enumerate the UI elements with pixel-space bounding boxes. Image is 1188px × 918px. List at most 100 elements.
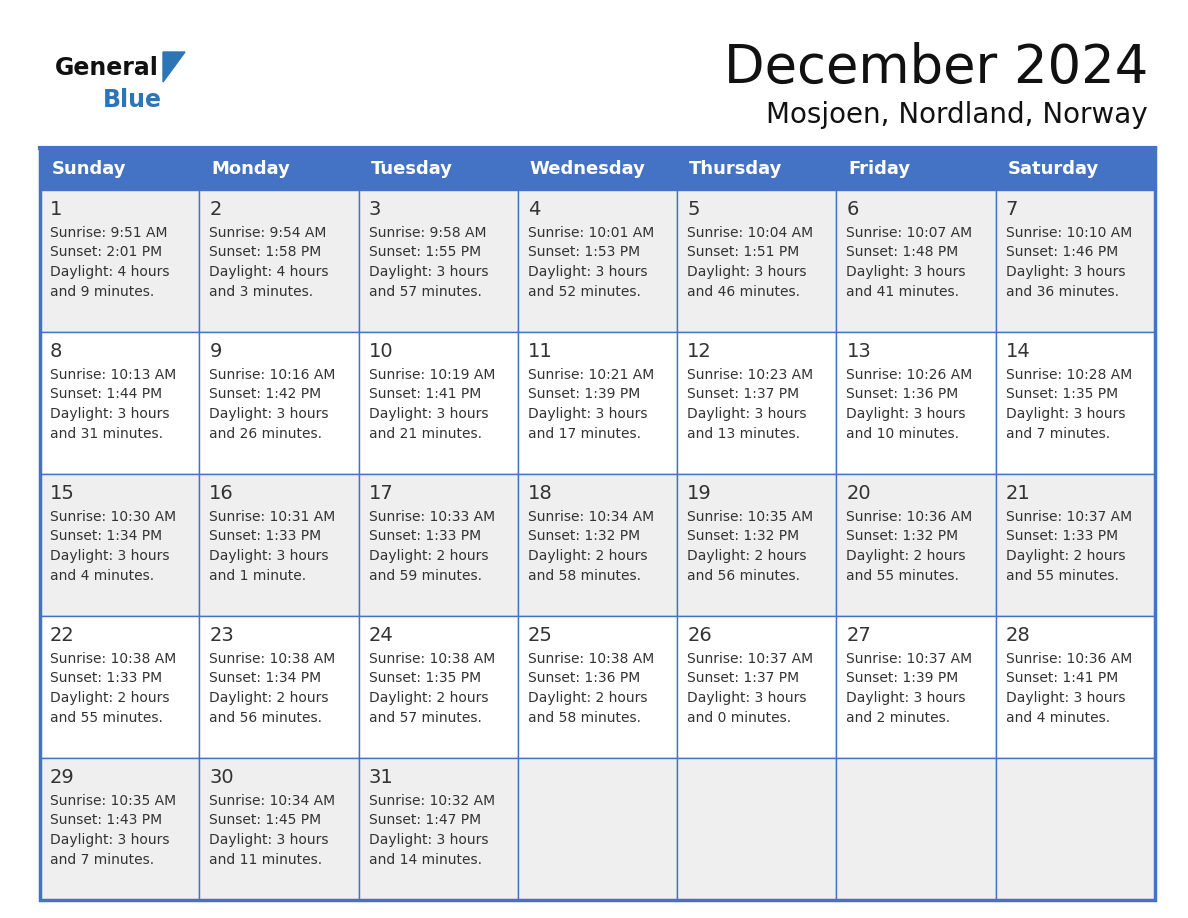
Text: Sunrise: 10:30 AM: Sunrise: 10:30 AM	[50, 510, 176, 524]
Bar	[518, 474, 677, 616]
Text: and 56 minutes.: and 56 minutes.	[209, 711, 322, 724]
Text: Sunset: 1:48 PM: Sunset: 1:48 PM	[846, 245, 959, 260]
Text: Sunrise: 10:35 AM: Sunrise: 10:35 AM	[50, 794, 176, 808]
Text: 8: 8	[50, 342, 63, 361]
Bar	[996, 148, 1155, 190]
Text: Daylight: 2 hours: Daylight: 2 hours	[687, 549, 807, 563]
Text: Sunset: 1:42 PM: Sunset: 1:42 PM	[209, 387, 322, 401]
Text: and 21 minutes.: and 21 minutes.	[368, 427, 481, 441]
Text: Sunset: 1:39 PM: Sunset: 1:39 PM	[846, 671, 959, 686]
Text: and 7 minutes.: and 7 minutes.	[1006, 427, 1110, 441]
Text: Daylight: 2 hours: Daylight: 2 hours	[527, 691, 647, 705]
Bar	[836, 148, 996, 190]
Bar	[518, 758, 677, 900]
Text: Sunrise: 9:54 AM: Sunrise: 9:54 AM	[209, 226, 327, 240]
Bar	[359, 474, 518, 616]
Text: Daylight: 3 hours: Daylight: 3 hours	[368, 265, 488, 279]
Text: 22: 22	[50, 626, 75, 645]
Text: Daylight: 2 hours: Daylight: 2 hours	[527, 549, 647, 563]
Bar	[359, 758, 518, 900]
Text: Daylight: 3 hours: Daylight: 3 hours	[1006, 265, 1125, 279]
Text: Sunrise: 10:34 AM: Sunrise: 10:34 AM	[209, 794, 335, 808]
Text: and 58 minutes.: and 58 minutes.	[527, 711, 640, 724]
Text: Sunrise: 10:36 AM: Sunrise: 10:36 AM	[846, 510, 973, 524]
Text: Sunset: 1:45 PM: Sunset: 1:45 PM	[209, 813, 322, 827]
Bar	[200, 332, 359, 474]
Text: Sunset: 1:41 PM: Sunset: 1:41 PM	[368, 387, 481, 401]
Text: Sunrise: 10:38 AM: Sunrise: 10:38 AM	[209, 652, 335, 666]
Bar	[200, 190, 359, 332]
Bar	[200, 474, 359, 616]
Text: Sunset: 1:43 PM: Sunset: 1:43 PM	[50, 813, 162, 827]
Bar	[996, 616, 1155, 758]
Text: Daylight: 4 hours: Daylight: 4 hours	[209, 265, 329, 279]
Text: 14: 14	[1006, 342, 1030, 361]
Text: Sunset: 1:32 PM: Sunset: 1:32 PM	[687, 530, 800, 543]
Text: Mosjoen, Nordland, Norway: Mosjoen, Nordland, Norway	[766, 101, 1148, 129]
Text: General: General	[55, 56, 159, 80]
Text: Sunset: 1:33 PM: Sunset: 1:33 PM	[368, 530, 481, 543]
Text: Sunrise: 10:37 AM: Sunrise: 10:37 AM	[846, 652, 973, 666]
Text: Sunrise: 10:38 AM: Sunrise: 10:38 AM	[527, 652, 655, 666]
Text: Sunrise: 10:37 AM: Sunrise: 10:37 AM	[687, 652, 814, 666]
Text: and 17 minutes.: and 17 minutes.	[527, 427, 640, 441]
Text: and 2 minutes.: and 2 minutes.	[846, 711, 950, 724]
Text: and 7 minutes.: and 7 minutes.	[50, 853, 154, 867]
Text: Daylight: 4 hours: Daylight: 4 hours	[50, 265, 170, 279]
Text: Sunrise: 10:04 AM: Sunrise: 10:04 AM	[687, 226, 814, 240]
Text: Sunrise: 10:21 AM: Sunrise: 10:21 AM	[527, 368, 655, 382]
Text: 7: 7	[1006, 200, 1018, 219]
Text: Daylight: 2 hours: Daylight: 2 hours	[209, 691, 329, 705]
Text: and 55 minutes.: and 55 minutes.	[50, 711, 163, 724]
Bar	[518, 190, 677, 332]
Text: 10: 10	[368, 342, 393, 361]
Text: Sunset: 1:41 PM: Sunset: 1:41 PM	[1006, 671, 1118, 686]
Bar	[518, 332, 677, 474]
Text: Saturday: Saturday	[1007, 160, 1099, 178]
Text: Sunset: 2:01 PM: Sunset: 2:01 PM	[50, 245, 162, 260]
Text: 11: 11	[527, 342, 552, 361]
Bar	[40, 148, 1155, 900]
Text: Sunset: 1:51 PM: Sunset: 1:51 PM	[687, 245, 800, 260]
Text: Tuesday: Tuesday	[371, 160, 453, 178]
Text: 26: 26	[687, 626, 712, 645]
Bar	[836, 758, 996, 900]
Text: 5: 5	[687, 200, 700, 219]
Text: and 57 minutes.: and 57 minutes.	[368, 285, 481, 298]
Text: Sunrise: 10:19 AM: Sunrise: 10:19 AM	[368, 368, 495, 382]
Text: 21: 21	[1006, 484, 1030, 503]
Text: and 41 minutes.: and 41 minutes.	[846, 285, 960, 298]
Text: and 9 minutes.: and 9 minutes.	[50, 285, 154, 298]
Text: 12: 12	[687, 342, 712, 361]
Text: Sunrise: 9:51 AM: Sunrise: 9:51 AM	[50, 226, 168, 240]
Text: 27: 27	[846, 626, 871, 645]
Text: Sunday: Sunday	[52, 160, 126, 178]
Text: Daylight: 3 hours: Daylight: 3 hours	[368, 407, 488, 421]
Text: and 1 minute.: and 1 minute.	[209, 568, 307, 583]
Bar	[677, 474, 836, 616]
Text: 3: 3	[368, 200, 381, 219]
Text: Sunrise: 9:58 AM: Sunrise: 9:58 AM	[368, 226, 486, 240]
Text: Daylight: 3 hours: Daylight: 3 hours	[368, 833, 488, 847]
Text: 28: 28	[1006, 626, 1030, 645]
Text: Sunset: 1:34 PM: Sunset: 1:34 PM	[209, 671, 322, 686]
Text: Sunrise: 10:01 AM: Sunrise: 10:01 AM	[527, 226, 655, 240]
Text: Daylight: 3 hours: Daylight: 3 hours	[209, 407, 329, 421]
Text: Sunrise: 10:16 AM: Sunrise: 10:16 AM	[209, 368, 336, 382]
Text: Sunrise: 10:26 AM: Sunrise: 10:26 AM	[846, 368, 973, 382]
Text: Sunrise: 10:23 AM: Sunrise: 10:23 AM	[687, 368, 814, 382]
Bar	[40, 758, 200, 900]
Text: Daylight: 2 hours: Daylight: 2 hours	[1006, 549, 1125, 563]
Text: Daylight: 3 hours: Daylight: 3 hours	[1006, 407, 1125, 421]
Text: and 3 minutes.: and 3 minutes.	[209, 285, 314, 298]
Bar	[836, 616, 996, 758]
Text: 9: 9	[209, 342, 222, 361]
Text: Daylight: 3 hours: Daylight: 3 hours	[50, 833, 170, 847]
Text: 31: 31	[368, 768, 393, 787]
Text: Daylight: 3 hours: Daylight: 3 hours	[50, 549, 170, 563]
Text: 30: 30	[209, 768, 234, 787]
Text: Daylight: 2 hours: Daylight: 2 hours	[368, 549, 488, 563]
Text: Sunset: 1:37 PM: Sunset: 1:37 PM	[687, 387, 800, 401]
Bar	[677, 190, 836, 332]
Text: Sunrise: 10:34 AM: Sunrise: 10:34 AM	[527, 510, 653, 524]
